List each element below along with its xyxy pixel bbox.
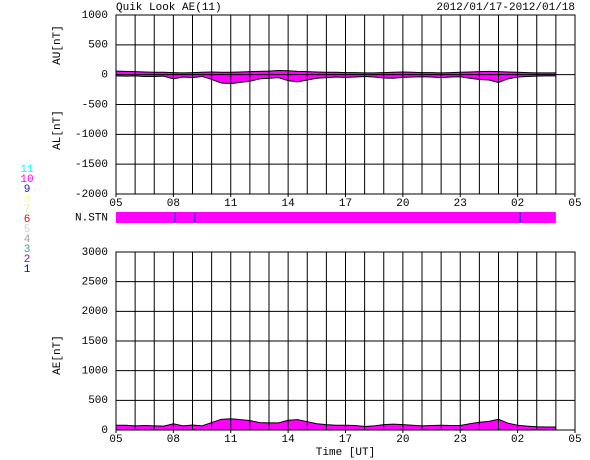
station-legend-label: 4 (24, 234, 31, 246)
x-tick-label: 14 (282, 434, 296, 446)
y-tick-label: 0 (101, 425, 108, 437)
station-legend-label: 6 (24, 214, 31, 226)
strip-label: N.STN (75, 212, 108, 224)
y-tick-label: 1000 (82, 366, 108, 378)
x-tick-label: 11 (224, 198, 238, 210)
x-tick-label: 14 (282, 198, 296, 210)
y-tick-label: 1000 (82, 10, 108, 22)
x-tick-label: 20 (396, 434, 409, 446)
x-tick-label: 17 (339, 198, 352, 210)
station-legend-label: 3 (24, 244, 31, 256)
station-legend-label: 5 (24, 224, 31, 236)
y-tick-label: 2000 (82, 306, 108, 318)
chart-title: Quik Look AE(11) (116, 2, 222, 14)
x-tick-label: 05 (109, 198, 122, 210)
station-legend-label: 10 (20, 174, 33, 186)
y-tick-label: 1500 (82, 336, 108, 348)
area-fill (116, 418, 556, 430)
x-tick-label: 23 (454, 434, 467, 446)
y-axis-label: AU[nT] (52, 25, 64, 65)
y-tick-label: -2000 (75, 189, 108, 201)
station-segment (194, 212, 196, 223)
station-segment (174, 212, 176, 223)
x-tick-label: 05 (109, 434, 122, 446)
y-tick-label: 500 (88, 40, 108, 52)
x-tick-label: 02 (511, 198, 524, 210)
x-tick-label: 08 (167, 434, 180, 446)
y-axis-label: AE[nT] (52, 335, 64, 375)
station-legend-label: 8 (24, 194, 31, 206)
x-tick-label: 08 (167, 198, 180, 210)
y-tick-label: -500 (82, 99, 108, 111)
x-axis-label: Time [UT] (316, 447, 375, 459)
series-line (116, 418, 556, 428)
station-segment (195, 212, 520, 223)
station-legend-label: 1 (24, 264, 31, 276)
y-tick-label: -1000 (75, 129, 108, 141)
station-legend-label: 7 (24, 204, 31, 216)
y-tick-label: -1500 (75, 159, 108, 171)
x-tick-label: 02 (511, 434, 524, 446)
series-line (115, 75, 556, 85)
station-legend-label: 11 (20, 164, 34, 176)
x-tick-label: 20 (396, 198, 409, 210)
series-line (115, 69, 556, 74)
station-segment (520, 212, 556, 223)
station-segment (519, 212, 521, 223)
y-axis-label: AL[nT] (52, 110, 64, 150)
y-tick-label: 500 (88, 395, 108, 407)
x-tick-label: 23 (454, 198, 467, 210)
x-tick-label: 17 (339, 434, 352, 446)
station-legend-label: 9 (24, 184, 31, 196)
station-segment (116, 212, 175, 223)
station-legend-label: 2 (24, 254, 31, 266)
y-tick-label: 0 (101, 70, 108, 82)
y-tick-label: 2500 (82, 277, 108, 289)
x-tick-label: 05 (568, 434, 581, 446)
area-fill (116, 74, 556, 84)
plot-frame (115, 14, 576, 195)
x-tick-label: 11 (224, 434, 238, 446)
x-tick-label: 05 (568, 198, 581, 210)
plot-frame (115, 251, 576, 431)
station-segment (175, 212, 195, 223)
y-tick-label: 3000 (82, 247, 108, 259)
date-range: 2012/01/17-2012/01/18 (436, 2, 575, 14)
